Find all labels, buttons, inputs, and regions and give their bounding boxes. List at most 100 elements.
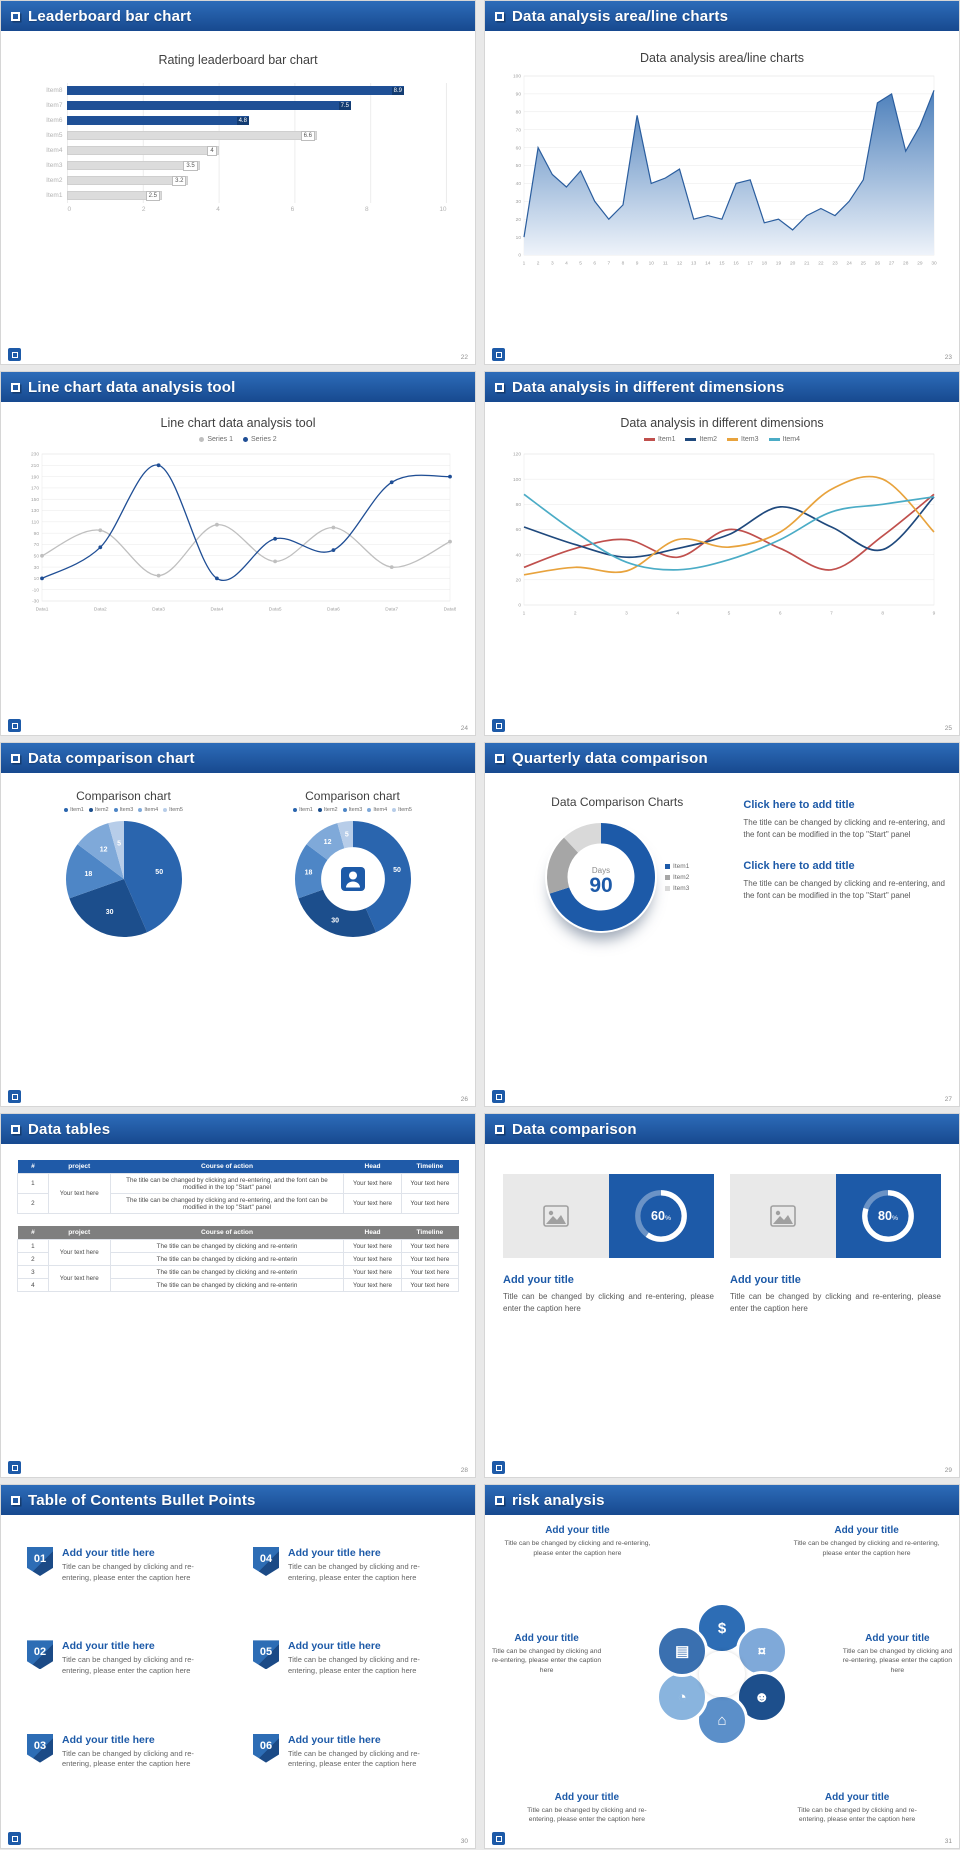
svg-text:13: 13 bbox=[691, 261, 697, 267]
page-number: 31 bbox=[944, 1838, 952, 1845]
table-cell: 2 bbox=[17, 1252, 49, 1266]
slide-data-comparison-chart[interactable]: Data comparison chart Comparison chart I… bbox=[0, 742, 476, 1107]
slide-risk-analysis[interactable]: risk analysis $ ¤ ☻ ⌂ ◔ ▤ Add your title Titl… bbox=[484, 1484, 960, 1849]
svg-text:18: 18 bbox=[84, 871, 92, 878]
slide-header-title: risk analysis bbox=[512, 1491, 605, 1509]
legend-item: Series 2 bbox=[243, 436, 277, 443]
slide-data-tables[interactable]: Data tables # project Course of action H… bbox=[0, 1113, 476, 1478]
data-table-gray: # project Course of action Head Timeline… bbox=[17, 1226, 460, 1292]
slide-leaderboard-bar-chart[interactable]: Leaderboard bar chart Rating leaderboard… bbox=[0, 0, 476, 365]
svg-text:100: 100 bbox=[513, 477, 521, 483]
col-header: Timeline bbox=[401, 1226, 459, 1240]
svg-text:10: 10 bbox=[34, 576, 40, 582]
slide-footer: 24 bbox=[1, 719, 475, 732]
block-body: The title can be changed by clicking and… bbox=[743, 818, 945, 840]
block-title: Click here to add title bbox=[743, 799, 855, 811]
col-header: Head bbox=[343, 1160, 402, 1174]
svg-text:Days: Days bbox=[592, 866, 610, 875]
card-caption: Title can be changed by clicking and re-… bbox=[503, 1292, 714, 1313]
slide-dimensions-line-chart[interactable]: Data analysis in different dimensions Da… bbox=[484, 371, 960, 736]
table-cell: 4 bbox=[17, 1278, 49, 1292]
col-header: project bbox=[48, 1160, 111, 1174]
svg-text:90: 90 bbox=[589, 874, 612, 897]
svg-text:8: 8 bbox=[622, 261, 625, 267]
chart-legend: Item1 Item2 Item3 bbox=[665, 863, 689, 892]
square-bullet-icon bbox=[11, 11, 20, 21]
svg-text:12: 12 bbox=[99, 847, 107, 854]
slide-header: Table of Contents Bullet Points bbox=[1, 1485, 475, 1515]
svg-text:Data5: Data5 bbox=[269, 607, 282, 613]
slide-footer: 27 bbox=[485, 1090, 959, 1103]
item4-marker-icon bbox=[367, 808, 372, 812]
svg-text:150: 150 bbox=[31, 497, 39, 503]
svg-text:90: 90 bbox=[34, 531, 40, 537]
svg-text:7: 7 bbox=[607, 261, 610, 267]
svg-text:14: 14 bbox=[705, 261, 711, 267]
slide-footer: 29 bbox=[485, 1461, 959, 1474]
pie-chart: 50 30 18 12 5 bbox=[16, 819, 231, 939]
table-cell: The title can be changed by clicking and… bbox=[109, 1278, 345, 1292]
table-cell: 3 bbox=[17, 1265, 49, 1279]
risk-wheel: $ ¤ ☻ ⌂ ◔ ▤ bbox=[647, 1599, 797, 1749]
leaderboard-bar-chart: Item8 8.9 Item7 7.5 Item6 4.8 Item5 6.6 Item4 4 It… bbox=[29, 83, 447, 213]
square-bullet-icon bbox=[495, 1495, 504, 1505]
table-row: 1 Your text here The title can be change… bbox=[17, 1239, 460, 1266]
slide-header: Data tables bbox=[1, 1114, 475, 1144]
table-cell: Your text here bbox=[47, 1173, 111, 1214]
card-title: Add your title bbox=[503, 1274, 574, 1286]
chart-legend: Item1 Item2 Item3 Item4 Item5 bbox=[16, 807, 231, 813]
svg-text:5: 5 bbox=[117, 841, 121, 848]
toc-caption: Title can be changed by clicking and re-… bbox=[62, 1562, 194, 1582]
progress-ring-80: 80% bbox=[835, 1174, 941, 1258]
svg-text:18: 18 bbox=[762, 261, 768, 267]
table-row: 2 The title can be changed by clicking a… bbox=[17, 1193, 460, 1214]
toc-caption: Title can be changed by clicking and re-… bbox=[62, 1748, 194, 1769]
series1-marker-icon bbox=[199, 437, 205, 442]
item1-swatch-icon bbox=[665, 863, 671, 869]
svg-text:110: 110 bbox=[31, 520, 39, 526]
slide-header: Leaderboard bar chart bbox=[1, 1, 475, 31]
svg-text:-30: -30 bbox=[32, 599, 39, 605]
area-chart: 0 10 20 30 40 50 60 70 80 90 100 1 2 3 4 5 6 7 8 9 10 11 12 13 1… bbox=[485, 69, 959, 267]
svg-text:22: 22 bbox=[818, 261, 824, 267]
svg-text:28: 28 bbox=[903, 261, 909, 267]
progress-ring-60: 60% bbox=[608, 1174, 714, 1258]
table-cell: The title can be changed by clicking and… bbox=[109, 1173, 345, 1194]
slide-quarterly-comparison[interactable]: Quarterly data comparison Data Compariso… bbox=[484, 742, 960, 1107]
svg-text:120: 120 bbox=[513, 452, 521, 458]
slide-header-title: Data tables bbox=[28, 1120, 111, 1138]
square-bullet-icon bbox=[11, 1495, 20, 1505]
table-cell: Your text here bbox=[400, 1278, 460, 1292]
item3-marker-icon bbox=[113, 808, 118, 812]
svg-text:26: 26 bbox=[875, 261, 881, 267]
pie-chart-group: Comparison chart Item1 Item2 Item3 Item4… bbox=[16, 789, 231, 939]
line-chart: -30 -10 10 30 50 70 90 110 130 150 170 190 210 230 Dat… bbox=[1, 447, 475, 613]
chart-title: Data Comparison Charts bbox=[551, 795, 684, 809]
slide-data-comparison-cards[interactable]: Data comparison 60% Add your title Title… bbox=[484, 1113, 960, 1478]
col-header: Course of action bbox=[110, 1226, 344, 1240]
slide-header-title: Line chart data analysis tool bbox=[28, 378, 236, 396]
item1-line-marker-icon bbox=[643, 438, 655, 441]
university-logo bbox=[8, 348, 21, 361]
table-cell: Your text here bbox=[400, 1252, 460, 1266]
toc-title: Add your title here bbox=[288, 1733, 381, 1746]
svg-text:60%: 60% bbox=[651, 1209, 671, 1223]
coins-icon: ¤ bbox=[735, 1625, 788, 1677]
block-title: Click here to add title bbox=[743, 859, 855, 872]
svg-text:40: 40 bbox=[516, 181, 522, 187]
svg-text:Data4: Data4 bbox=[210, 607, 223, 613]
svg-text:100: 100 bbox=[513, 74, 521, 80]
slide-area-line-charts[interactable]: Data analysis area/line charts Data anal… bbox=[484, 0, 960, 365]
svg-text:27: 27 bbox=[889, 261, 895, 267]
table-cell: Your text here bbox=[343, 1265, 402, 1279]
item4-marker-icon bbox=[138, 808, 143, 812]
svg-text:0: 0 bbox=[518, 253, 521, 259]
table-cell: Your text here bbox=[400, 1173, 460, 1194]
col-header: Course of action bbox=[110, 1160, 344, 1174]
legend-item: Item4 bbox=[768, 436, 800, 443]
chart-legend: Item1 Item2 Item3 Item4 Item5 bbox=[245, 807, 460, 813]
slide-toc-bullet-points[interactable]: Table of Contents Bullet Points 01 Add y… bbox=[0, 1484, 476, 1849]
toc-caption: Title can be changed by clicking and re-… bbox=[288, 1655, 420, 1675]
square-bullet-icon bbox=[11, 1124, 20, 1134]
slide-line-chart-tool[interactable]: Line chart data analysis tool Line chart… bbox=[0, 371, 476, 736]
